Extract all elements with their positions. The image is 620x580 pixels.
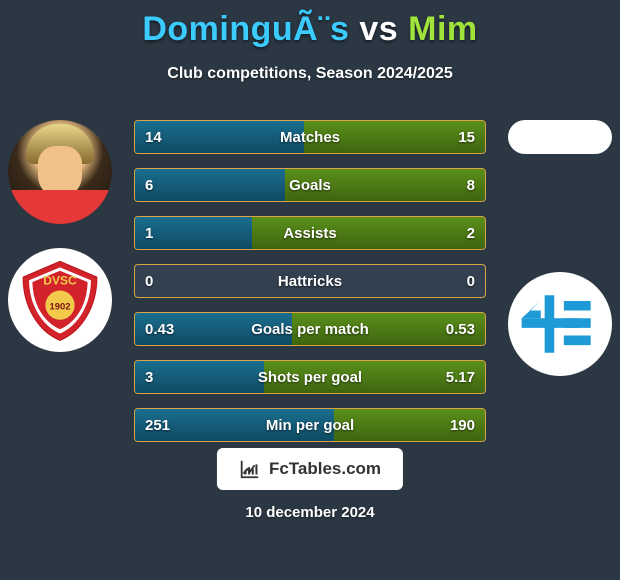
stat-label: Assists <box>135 217 485 249</box>
date-text: 10 december 2024 <box>0 504 620 521</box>
stat-label: Goals <box>135 169 485 201</box>
player2-avatar-placeholder <box>508 120 612 154</box>
player1-club-badge: DVSC 1902 <box>8 248 112 352</box>
stat-label: Min per goal <box>135 409 485 441</box>
stats-panel: 1415Matches 68Goals 12Assists 00Hattricks 0.… <box>134 120 486 442</box>
stat-label: Shots per goal <box>135 361 485 393</box>
stat-row: 251190Min per goal <box>134 408 486 442</box>
branding-badge[interactable]: FcTables.com <box>217 448 403 490</box>
zte-badge-icon <box>512 276 608 372</box>
left-avatar-column: DVSC 1902 <box>8 120 112 352</box>
branding-text: FcTables.com <box>269 459 381 479</box>
right-avatar-column <box>508 120 612 376</box>
vs-text: vs <box>359 10 398 48</box>
svg-text:1902: 1902 <box>49 301 70 312</box>
stat-label: Hattricks <box>135 265 485 297</box>
title: DominguÃ¨s vs Mim <box>0 0 620 49</box>
stat-row: 00Hattricks <box>134 264 486 298</box>
player2-name: Mim <box>408 10 478 48</box>
stat-row: 12Assists <box>134 216 486 250</box>
stat-row: 35.17Shots per goal <box>134 360 486 394</box>
stat-label: Matches <box>135 121 485 153</box>
comparison-card: DominguÃ¨s vs Mim Club competitions, Sea… <box>0 0 620 580</box>
subtitle: Club competitions, Season 2024/2025 <box>0 65 620 83</box>
avatar-shirt <box>8 190 112 224</box>
chart-icon <box>239 458 261 480</box>
stat-row: 68Goals <box>134 168 486 202</box>
svg-text:DVSC: DVSC <box>43 274 77 288</box>
stat-row: 1415Matches <box>134 120 486 154</box>
stat-row: 0.430.53Goals per match <box>134 312 486 346</box>
player2-club-badge <box>508 272 612 376</box>
stat-label: Goals per match <box>135 313 485 345</box>
player1-name: DominguÃ¨s <box>142 10 349 48</box>
player1-avatar <box>8 120 112 224</box>
dvsc-badge-icon: DVSC 1902 <box>17 257 103 343</box>
